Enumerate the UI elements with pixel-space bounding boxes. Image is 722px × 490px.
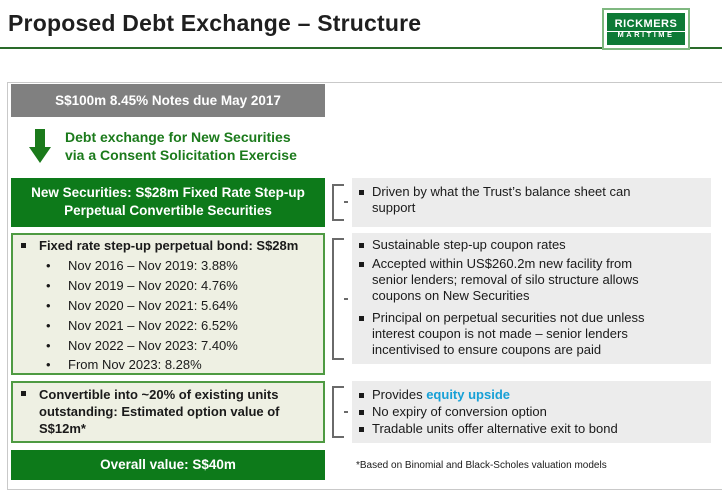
bullet-dot: • <box>46 357 51 372</box>
rate-text: Nov 2019 – Nov 2020: 4.76% <box>68 278 238 293</box>
bullet-dot: • <box>46 318 51 333</box>
panel-bullet-text: Principal on perpetual securities not du… <box>372 310 702 358</box>
bullet-square <box>359 410 364 415</box>
balance-sheet-panel: Driven by what the Trust’s balance sheet… <box>352 178 711 227</box>
bracket-connector <box>332 238 344 360</box>
rate-text: From Nov 2023: 8.28% <box>68 357 202 372</box>
rate-text: Nov 2020 – Nov 2021: 5.64% <box>68 298 238 313</box>
bracket-tick <box>344 411 348 413</box>
logo-stripe <box>607 31 685 32</box>
rate-text: Nov 2016 – Nov 2019: 3.88% <box>68 258 238 273</box>
new-securities-line-2: Perpetual Convertible Securities <box>64 203 272 218</box>
panel-bullet-text: Driven by what the Trust’s balance sheet… <box>372 184 702 216</box>
text-line: Principal on perpetual securities not du… <box>372 310 645 325</box>
rate-text: Nov 2022 – Nov 2023: 7.40% <box>68 338 238 353</box>
panel-bullet-text: Accepted within US$260.2m new facility f… <box>372 256 702 304</box>
bullet-square <box>21 243 26 248</box>
existing-notes-box: S$100m 8.45% Notes due May 2017 <box>11 84 325 117</box>
bullet-square <box>359 243 364 248</box>
panel-bullet-text: Sustainable step-up coupon rates <box>372 237 702 253</box>
panel-bullet-text: Tradable units offer alternative exit to… <box>372 421 618 436</box>
bullet-square <box>21 391 26 396</box>
text-line: incentivised to ensure coupons are paid <box>372 342 602 357</box>
convertible-box: Convertible into ~20% of existing units … <box>11 381 325 443</box>
bullet-square <box>359 190 364 195</box>
convertible-line-3: S$12m* <box>39 421 86 436</box>
equity-upside-highlight: equity upside <box>426 387 510 402</box>
text-prefix: Provides <box>372 387 427 402</box>
bullet-square <box>359 393 364 398</box>
bracket-tick <box>344 298 348 300</box>
rickmers-logo: RICKMERS MARITIME <box>602 8 690 50</box>
new-securities-box: New Securities: S$28m Fixed Rate Step-up… <box>11 178 325 227</box>
panel-bullet-text: No expiry of conversion option <box>372 404 547 419</box>
equity-panel: Provides equity upside No expiry of conv… <box>352 381 711 443</box>
text-line: support <box>372 200 416 215</box>
text-line: Accepted within US$260.2m new facility f… <box>372 256 633 271</box>
new-securities-line-1: New Securities: S$28m Fixed Rate Step-up <box>31 185 305 200</box>
bullet-square <box>359 262 364 267</box>
logo-badge: RICKMERS MARITIME <box>607 13 685 45</box>
overall-value-box: Overall value: S$40m <box>11 450 325 480</box>
text-line: interest coupon is not made – senior len… <box>372 326 628 341</box>
bullet-square <box>359 316 364 321</box>
exchange-line-1: Debt exchange for New Securities <box>65 129 291 145</box>
logo-subword: MARITIME <box>617 30 675 39</box>
text-line: coupons on New Securities <box>372 288 530 303</box>
exchange-description: Debt exchange for New Securities via a C… <box>65 128 297 164</box>
text-line: senior lenders; removal of silo structur… <box>372 272 639 287</box>
title-rule <box>0 47 722 49</box>
down-arrow-icon <box>29 129 51 163</box>
bond-box: Fixed rate step-up perpetual bond: S$28m… <box>11 233 325 375</box>
bullet-dot: • <box>46 258 51 273</box>
panel-bullet-text: Provides equity upside <box>372 387 702 403</box>
valuation-footnote: *Based on Binomial and Black-Scholes val… <box>356 460 607 471</box>
bullet-square <box>359 427 364 432</box>
exchange-line-2: via a Consent Solicitation Exercise <box>65 147 297 163</box>
page-title: Proposed Debt Exchange – Structure <box>8 10 422 36</box>
logo-wordmark: RICKMERS <box>614 18 678 30</box>
text-line: Sustainable step-up coupon rates <box>372 237 566 252</box>
convertible-line-1: Convertible into ~20% of existing units <box>39 387 279 402</box>
bullet-dot: • <box>46 298 51 313</box>
bracket-tick <box>344 201 348 203</box>
bullet-dot: • <box>46 338 51 353</box>
rate-text: Nov 2021 – Nov 2022: 6.52% <box>68 318 238 333</box>
bond-heading: Fixed rate step-up perpetual bond: S$28m <box>39 238 299 253</box>
coupon-panel: Sustainable step-up coupon rates Accepte… <box>352 233 711 364</box>
bullet-dot: • <box>46 278 51 293</box>
bracket-connector <box>332 386 344 438</box>
text-line: Driven by what the Trust’s balance sheet… <box>372 184 631 199</box>
bracket-connector <box>332 184 344 221</box>
convertible-line-2: outstanding: Estimated option value of <box>39 404 280 419</box>
